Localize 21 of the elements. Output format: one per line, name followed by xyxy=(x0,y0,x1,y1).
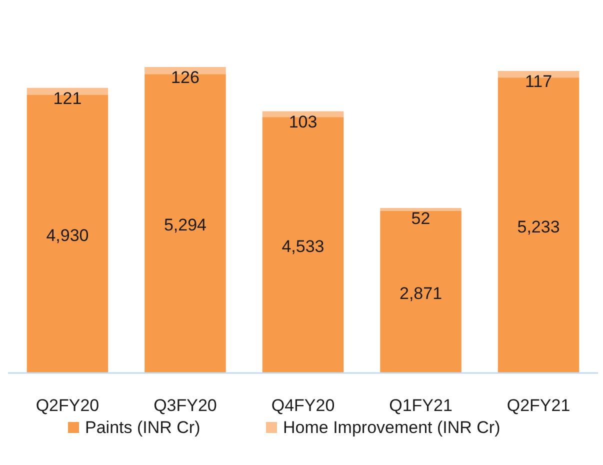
data-label: 121 xyxy=(53,88,82,108)
data-label: 52 xyxy=(411,208,430,228)
x-tick-label: Q2FY21 xyxy=(506,396,570,415)
data-label: 4,533 xyxy=(282,237,324,256)
x-tick-label: Q2FY20 xyxy=(36,396,100,415)
x-tick-label: Q3FY20 xyxy=(154,396,217,415)
data-label: 117 xyxy=(524,72,552,91)
bar xyxy=(380,210,462,373)
legend-label: Paints (INR Cr) xyxy=(85,418,200,437)
x-tick-label: Q4FY20 xyxy=(271,396,335,415)
data-label: 2,871 xyxy=(399,284,442,303)
bar xyxy=(380,208,462,211)
data-label: 103 xyxy=(288,112,318,132)
bar xyxy=(262,117,344,373)
data-label: 126 xyxy=(171,68,200,87)
data-label: 5,294 xyxy=(164,216,207,235)
x-tick-label: Q1FY21 xyxy=(389,396,452,415)
legend-label: Home Improvement (INR Cr) xyxy=(283,418,500,437)
data-label: 4,930 xyxy=(46,226,89,245)
data-label: 5,233 xyxy=(517,217,560,236)
bar xyxy=(262,111,344,118)
